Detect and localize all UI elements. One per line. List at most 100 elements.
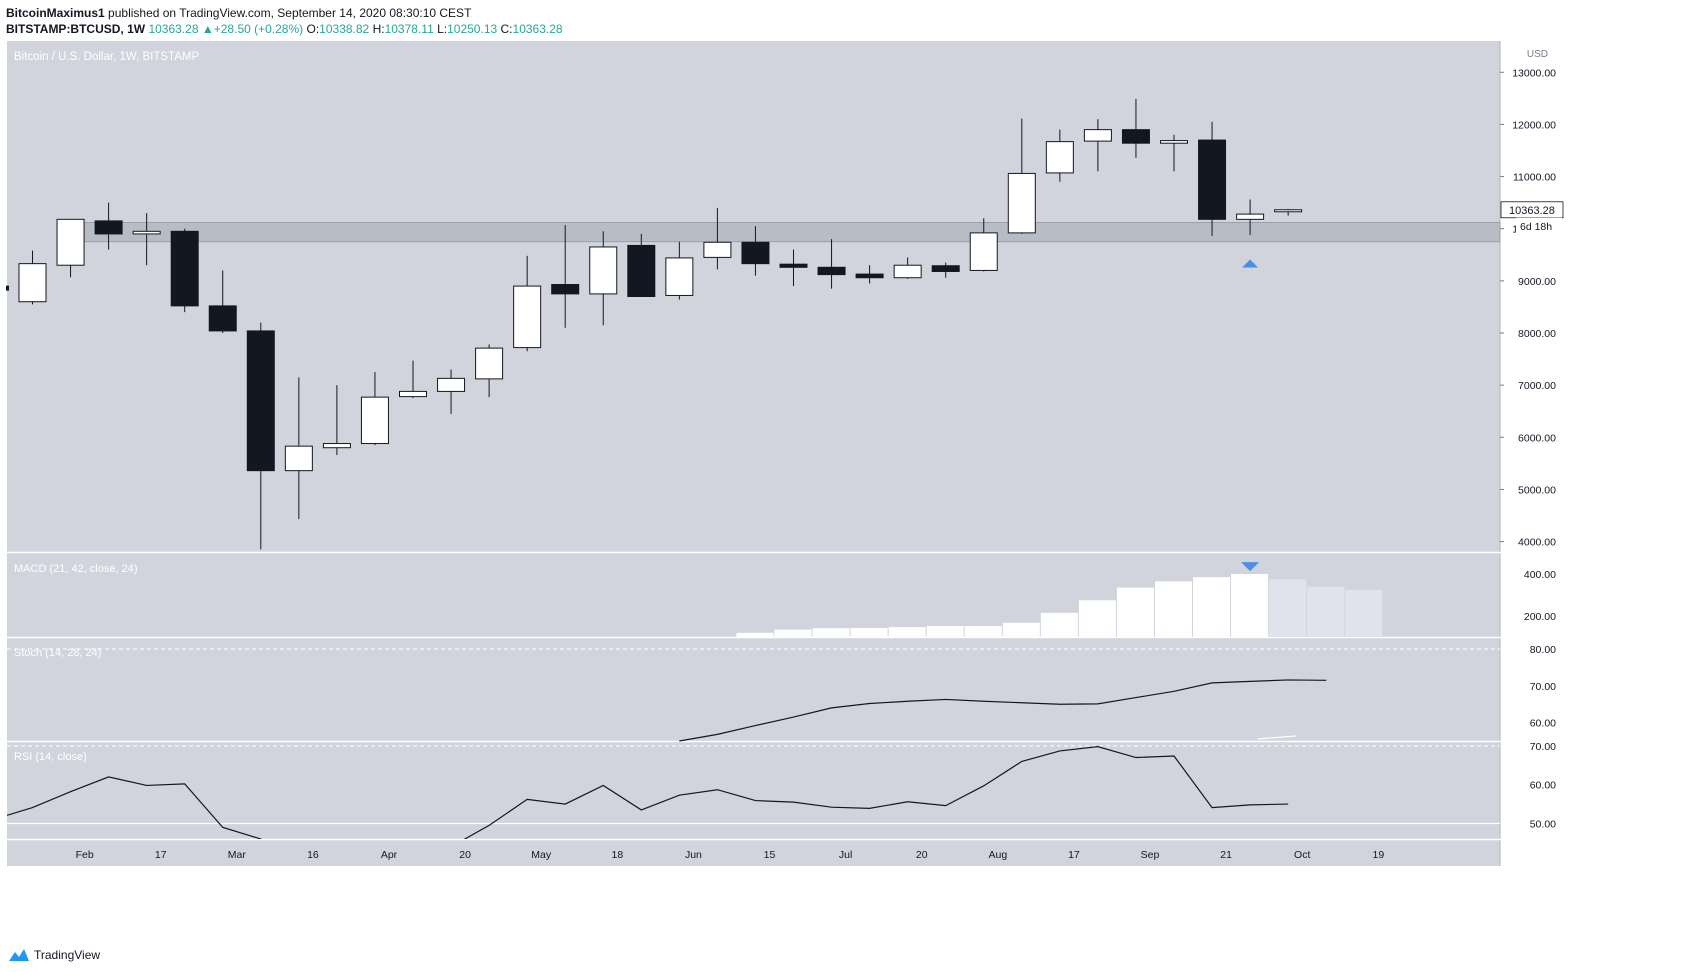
candle[interactable] [893,264,922,279]
rsi-tick-label: 70.00 [1530,741,1556,753]
candle[interactable] [56,218,85,266]
candle[interactable] [779,263,808,268]
macd-bar[interactable] [1269,579,1307,637]
time-tick-label: May [531,849,552,861]
last-price: 10363.28 [148,22,199,36]
price-tick-label: 11000.00 [1513,172,1556,184]
open-value: 10338.82 [319,22,370,36]
macd-bar[interactable] [774,629,812,637]
candle[interactable] [208,305,237,332]
left-edge-mark [6,285,9,291]
candle[interactable] [627,244,656,297]
support-zone[interactable] [66,222,1501,243]
candle[interactable] [246,330,275,472]
macd-bar[interactable] [1345,589,1383,637]
tradingview-brand[interactable]: TradingView [8,948,100,962]
candle[interactable] [817,266,846,276]
macd-bar[interactable] [850,627,888,637]
candle[interactable] [741,241,770,265]
macd-bar[interactable] [1116,587,1154,637]
candle[interactable] [1236,213,1265,220]
time-tick-label: 20 [916,849,928,861]
close-label: C: [500,22,513,36]
tradingview-logo-icon [9,949,29,961]
macd-tick-label: 400.00 [1524,569,1556,581]
stoch-pane[interactable] [7,638,1500,741]
time-tick-label: 20 [459,849,471,861]
price-tick-label: 7000.00 [1518,380,1556,392]
candle[interactable] [1045,141,1074,174]
high-label: H: [372,22,385,36]
price-pane[interactable] [7,41,1500,552]
price-tick-label: 6000.00 [1518,432,1556,444]
candle[interactable] [475,347,504,380]
macd-bar[interactable] [812,628,850,637]
macd-bar[interactable] [1231,574,1269,637]
macd-bar[interactable] [926,626,964,637]
down-triangle-marker[interactable] [1241,562,1260,572]
macd-bar[interactable] [1307,586,1345,637]
candle[interactable] [589,246,618,295]
macd-bar[interactable] [1040,612,1078,637]
rsi-tick-label: 50.00 [1530,818,1556,830]
candle[interactable] [1274,209,1303,213]
macd-bar[interactable] [964,626,1002,637]
macd-bar[interactable] [736,632,774,637]
macd-bar[interactable] [1193,577,1231,637]
time-tick-label: Aug [988,849,1007,861]
candle[interactable] [1121,129,1150,144]
macd-bar[interactable] [1154,581,1193,637]
close-value: 10363.28 [512,22,563,36]
macd-bar[interactable] [1002,622,1040,637]
triangle-up-icon: ▲ [201,22,214,36]
stoch-k-line[interactable] [679,679,1327,742]
rsi-line[interactable] [7,746,1289,870]
price-axis[interactable] [1500,41,1566,866]
candle[interactable] [703,241,732,258]
candle[interactable] [1007,172,1036,234]
time-tick-label: Oct [1294,849,1310,861]
ohlc-legend: BITSTAMP:BTCUSD, 1W 10363.28 ▲+28.50 (+0… [6,22,563,36]
candle[interactable] [322,443,351,449]
candle[interactable] [855,273,884,279]
macd-bar[interactable] [1078,600,1116,637]
candle[interactable] [18,263,47,303]
stoch-d-line[interactable] [1257,735,1296,740]
candle[interactable] [94,220,123,235]
candle[interactable] [1083,129,1112,142]
time-tick-label: Jun [685,849,702,861]
time-tick-label: 15 [764,849,776,861]
author-name[interactable]: BitcoinMaximus1 [6,6,105,20]
rsi-tick-label: 60.00 [1530,780,1556,792]
low-value: 10250.13 [447,22,498,36]
time-tick-label: 18 [611,849,623,861]
candle[interactable] [360,396,389,445]
candle[interactable] [665,257,694,296]
brand-label: TradingView [34,948,101,962]
currency-label: USD [1527,49,1548,60]
time-tick-label: 17 [155,849,167,861]
macd-bar[interactable] [888,627,926,637]
publish-date: published on TradingView.com, September … [108,6,472,20]
candle[interactable] [1160,140,1188,144]
up-triangle-marker[interactable] [1242,259,1259,268]
time-tick-label: Feb [76,849,94,861]
candle[interactable] [1198,139,1227,220]
candle[interactable] [399,390,427,398]
rsi-pane[interactable] [7,742,1500,839]
candle[interactable] [132,230,161,235]
candle[interactable] [513,285,542,349]
candle[interactable] [969,232,998,271]
stoch-tick-label: 60.00 [1530,718,1556,730]
stoch-tick-label: 70.00 [1530,681,1556,693]
candle[interactable] [170,230,199,307]
candle[interactable] [551,284,580,295]
candle[interactable] [284,445,313,472]
candle[interactable] [437,377,466,392]
candle[interactable] [931,265,960,272]
time-axis[interactable] [7,839,1500,866]
stoch-label: Stoch (14, 28, 24) [14,647,101,659]
time-tick-label: Sep [1141,849,1160,861]
macd-label: MACD (21, 42, close, 24) [14,563,138,575]
